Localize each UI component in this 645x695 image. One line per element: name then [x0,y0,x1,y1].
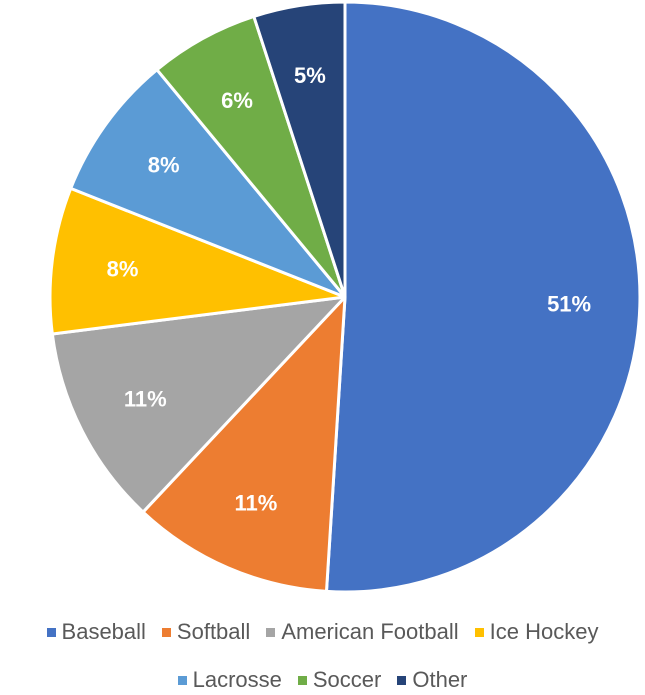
pie-slice-softball [141,295,347,593]
pie-slice-baseball [324,0,642,594]
legend-item-american-football: American Football [266,619,459,645]
legend-label: Softball [176,619,251,644]
data-label-ice-hockey: 8% [107,256,139,281]
data-label-american-football: 11% [124,386,167,411]
pie-plot-area: 51% 11% 11% 8% 8% 6% 5% [48,0,642,594]
legend-label: Other [412,667,468,692]
data-label-baseball: 51% [547,292,591,317]
data-label-soccer: 6% [221,88,253,113]
legend-label: Lacrosse [192,667,282,692]
data-label-other: 5% [294,63,326,88]
legend-item-ice-hockey: Ice Hockey [474,619,599,645]
legend-item-other: Other [397,667,467,693]
legend-row-1: Baseball Softball American Football Ice Hoc… [0,617,645,647]
legend-swatch [177,675,187,685]
legend-label: American Football [281,619,459,644]
pie-slice-american-football [50,295,347,514]
data-label-softball: 11% [235,490,278,515]
legend-item-softball: Softball [161,619,251,645]
legend-label: Soccer [312,667,382,692]
legend-row-2: Lacrosse Soccer Other [0,665,645,695]
pie-slice-lacrosse [69,68,347,299]
legend-swatch [161,627,171,637]
pie-slice-ice-hockey [48,186,347,336]
legend-item-soccer: Soccer [297,667,382,693]
legend-item-baseball: Baseball [46,619,146,645]
pie-slice-other [252,0,347,299]
legend-swatch [297,675,307,685]
legend-swatch [397,675,407,685]
legend-swatch [46,627,56,637]
legend-label: Ice Hockey [489,619,599,644]
legend-item-lacrosse: Lacrosse [177,667,282,693]
pie-slices [48,0,642,594]
legend-swatch [474,627,484,637]
pie-data-labels: 51% 11% 11% 8% 8% 6% 5% [107,63,591,515]
legend-swatch [266,627,276,637]
data-label-lacrosse: 8% [148,153,180,178]
legend-label: Baseball [61,619,146,644]
